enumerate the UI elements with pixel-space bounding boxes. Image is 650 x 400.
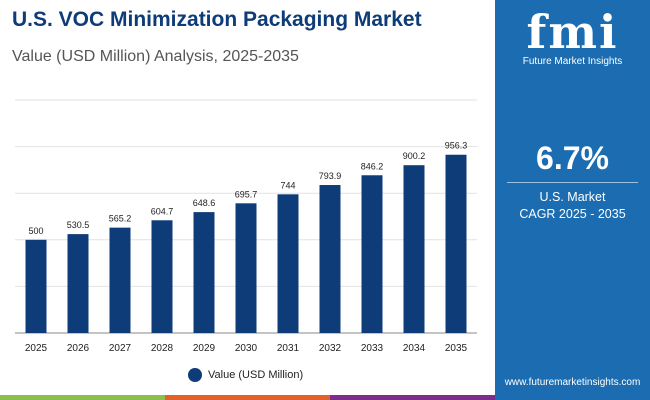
x-tick-label: 2034 bbox=[403, 343, 426, 354]
divider bbox=[507, 182, 638, 183]
legend-label: Value (USD Million) bbox=[208, 369, 304, 381]
bar bbox=[445, 154, 467, 333]
bar bbox=[193, 212, 215, 333]
chart-subtitle: Value (USD Million) Analysis, 2025-2035 bbox=[12, 48, 299, 65]
data-label: 793.9 bbox=[319, 171, 342, 181]
data-label: 744 bbox=[280, 180, 295, 190]
cagr-value: 6.7% bbox=[536, 140, 609, 176]
stripe-blue bbox=[495, 395, 650, 400]
cagr-label: U.S. Market CAGR 2025 - 2035 bbox=[495, 189, 650, 223]
x-tick-label: 2028 bbox=[151, 343, 174, 354]
bar-chart: 500 2025 530.5 2026 565.2 2027 604.7 2028 648.6 2… bbox=[15, 99, 477, 354]
logo-brand: Future Market Insights bbox=[522, 56, 623, 67]
data-label: 565.2 bbox=[109, 214, 132, 224]
data-label: 530.5 bbox=[67, 220, 90, 230]
x-tick-label: 2033 bbox=[361, 343, 384, 354]
bar bbox=[151, 220, 173, 333]
stripe-orange bbox=[165, 395, 330, 400]
logo-mark: fmi bbox=[526, 5, 619, 59]
chart-title: U.S. VOC Minimization Packaging Market bbox=[12, 8, 422, 31]
legend: Value (USD Million) bbox=[188, 368, 303, 382]
stripe-green bbox=[0, 395, 165, 400]
bar bbox=[235, 203, 257, 333]
legend-marker bbox=[188, 368, 202, 382]
bar bbox=[109, 227, 131, 333]
x-tick-label: 2029 bbox=[193, 343, 216, 354]
x-tick-label: 2025 bbox=[25, 343, 48, 354]
bar bbox=[25, 239, 47, 333]
x-tick-label: 2035 bbox=[445, 343, 468, 354]
stripe-purple bbox=[330, 395, 495, 400]
data-label: 500 bbox=[28, 226, 43, 236]
bar bbox=[403, 165, 425, 333]
x-tick-label: 2026 bbox=[67, 343, 90, 354]
data-label: 956.3 bbox=[445, 141, 468, 151]
data-label: 900.2 bbox=[403, 151, 426, 161]
data-label: 648.6 bbox=[193, 198, 216, 208]
data-label: 846.2 bbox=[361, 161, 384, 171]
info-panel: fmi Future Market Insights 6.7% U.S. Mar… bbox=[495, 0, 650, 395]
bar bbox=[361, 175, 383, 333]
bar bbox=[277, 194, 299, 333]
bar bbox=[67, 234, 89, 333]
cagr-period: CAGR 2025 - 2035 bbox=[519, 207, 626, 221]
bar bbox=[319, 185, 341, 333]
x-tick-label: 2032 bbox=[319, 343, 342, 354]
x-tick-label: 2031 bbox=[277, 343, 300, 354]
data-label: 695.7 bbox=[235, 189, 258, 199]
fmi-logo: fmi Future Market Insights bbox=[495, 8, 650, 67]
x-tick-label: 2030 bbox=[235, 343, 258, 354]
cagr-market: U.S. Market bbox=[539, 190, 606, 204]
data-label: 604.7 bbox=[151, 206, 174, 216]
website-link[interactable]: www.futuremarketinsights.com bbox=[504, 377, 641, 388]
x-tick-label: 2027 bbox=[109, 343, 132, 354]
